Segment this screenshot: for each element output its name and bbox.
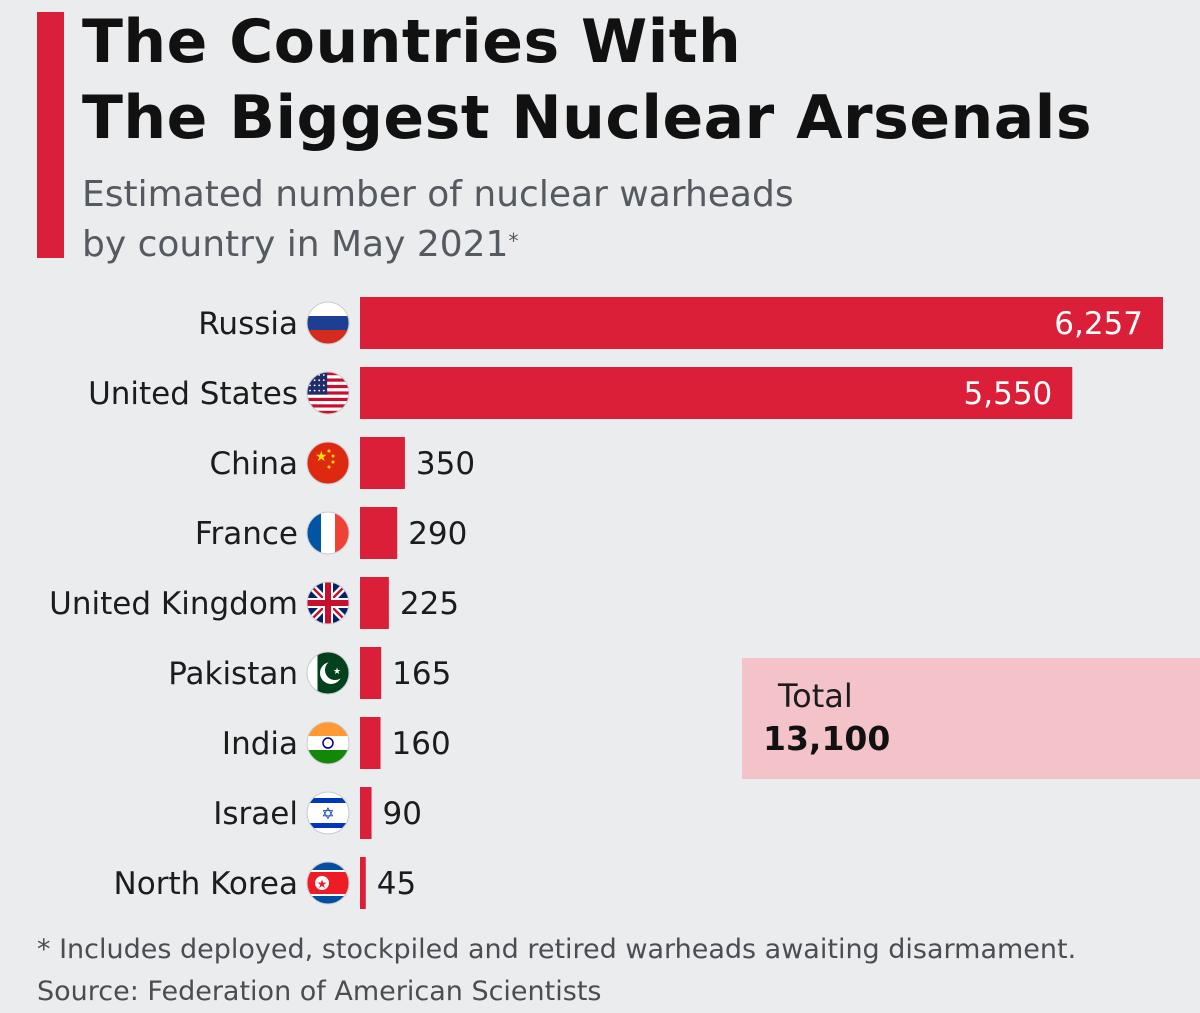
bar [360,857,366,909]
svg-text:✡: ✡ [321,804,334,823]
category-label: North Korea [114,866,298,902]
category-label: Israel [213,796,298,832]
svg-text:★: ★ [317,877,328,891]
bar-row: China ★ 350 [209,437,475,489]
svg-text:★: ★ [315,449,328,465]
footnote: * Includes deployed, stockpiled and reti… [37,934,1077,965]
chart-subtitle: Estimated number of nuclear warheads by … [82,170,794,270]
bar [360,647,382,699]
value-label: 350 [416,446,475,482]
title-line-1: The Countries With [82,7,742,77]
accent-bar [37,12,64,258]
category-label: Pakistan [168,656,298,692]
bar-row: Pakistan ★ 165 [168,647,451,699]
category-label: United Kingdom [49,586,298,622]
bar-row: Israel ✡ 90 [213,787,422,839]
subtitle-line-2: by country in May 2021* [82,220,794,270]
bar-row: India 160 [222,717,451,769]
bar [360,367,1073,419]
bar-row: France 290 [195,507,467,559]
value-label: 5,550 [964,376,1053,412]
france-flag-icon [306,511,350,555]
category-label: China [209,446,298,482]
subtitle-footnote-mark: * [508,229,519,253]
category-label: India [222,726,298,762]
value-label: 225 [400,586,459,622]
svg-text:★: ★ [333,667,341,677]
total-value: 13,100 [763,719,891,758]
footnote-block: * Includes deployed, stockpiled and reti… [37,929,1076,1013]
israel-flag-icon: ✡ [306,791,350,835]
value-label: 290 [408,516,467,552]
bar [360,717,381,769]
title-line-2: The Biggest Nuclear Arsenals [82,83,1093,153]
north-korea-flag-icon: ★ [306,861,350,905]
value-label: 160 [392,726,451,762]
category-label: United States [88,376,298,412]
value-label: 165 [392,656,451,692]
source-note: Source: Federation of American Scientist… [37,976,602,1007]
category-label: Russia [198,306,298,342]
russia-flag-icon [306,301,350,345]
value-label: 90 [383,796,422,832]
value-label: 6,257 [1054,306,1143,342]
bar [360,297,1163,349]
bar-row: Russia 6,257 [198,297,1163,349]
bar-row: United States 5,550 [88,367,1073,419]
bar [360,577,389,629]
bar [360,507,398,559]
total-box [742,658,1200,779]
usa-flag-icon [306,371,350,415]
subtitle-line-2-text: by country in May 2021 [82,224,509,265]
total-label: Total [778,677,853,715]
bar-row: North Korea ★ 45 [114,857,416,909]
category-label: France [195,516,298,552]
chart-title: The Countries With The Biggest Nuclear A… [82,4,1092,156]
bar [360,437,405,489]
india-flag-icon [306,721,350,765]
uk-flag-icon [306,581,350,625]
pakistan-flag-icon: ★ [306,651,350,695]
value-label: 45 [377,866,416,902]
bar-row: United Kingdom 225 [49,577,459,629]
subtitle-line-1: Estimated number of nuclear warheads [82,174,794,215]
china-flag-icon: ★ [306,441,350,485]
bar [360,787,372,839]
